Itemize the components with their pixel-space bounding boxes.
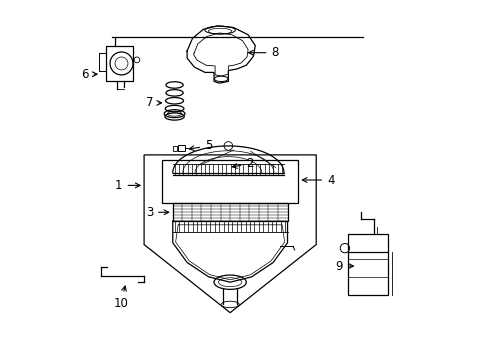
Text: 8: 8: [248, 46, 278, 59]
Text: 9: 9: [335, 260, 353, 273]
Text: 5: 5: [189, 139, 212, 152]
Text: 10: 10: [113, 286, 128, 310]
Text: 2: 2: [232, 157, 253, 170]
Text: 6: 6: [81, 68, 97, 81]
Text: 3: 3: [145, 206, 168, 219]
Text: 1: 1: [115, 179, 140, 192]
Text: 4: 4: [302, 174, 334, 186]
Text: 7: 7: [145, 96, 161, 109]
